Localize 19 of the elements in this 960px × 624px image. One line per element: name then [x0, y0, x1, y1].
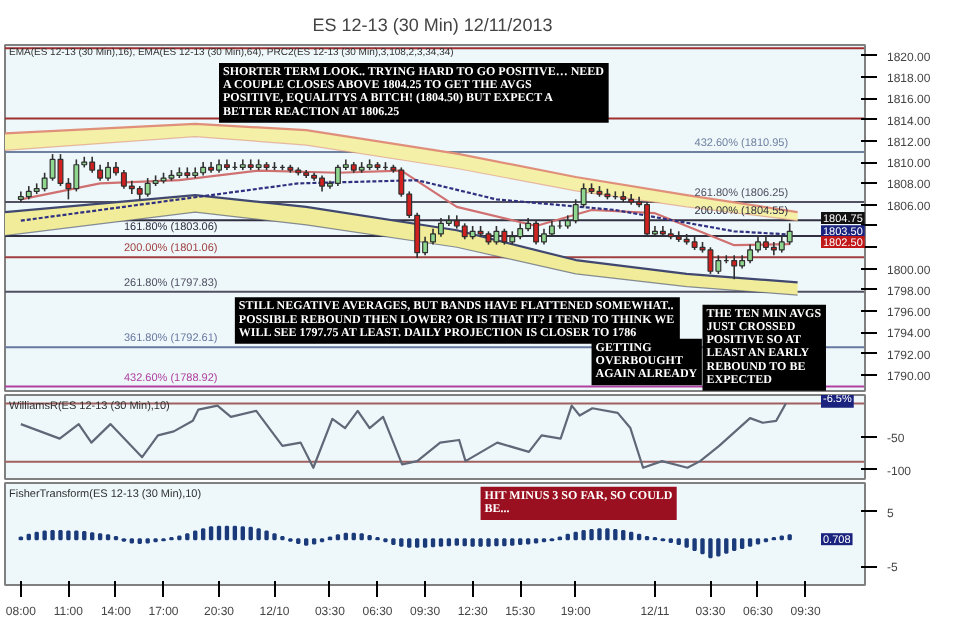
candlestick: [533, 219, 540, 246]
candlestick: [556, 219, 563, 230]
candlestick: [437, 217, 444, 238]
candlestick: [144, 177, 151, 198]
candlestick: [493, 225, 500, 246]
candlestick: [120, 169, 127, 190]
candlestick: [49, 153, 56, 182]
candlestick: [731, 254, 738, 281]
candlestick: [105, 161, 112, 182]
candlestick: [747, 243, 754, 265]
candlestick: [57, 153, 64, 187]
candlestick: [715, 254, 722, 275]
candlestick: [786, 222, 793, 246]
candlestick: [334, 163, 341, 187]
line-series: [19, 169, 791, 247]
candlestick: [73, 158, 80, 193]
chart-title: ES 12-13 (30 Min) 12/11/2013: [312, 15, 553, 35]
candlestick: [644, 201, 651, 238]
candlestick: [707, 246, 714, 275]
